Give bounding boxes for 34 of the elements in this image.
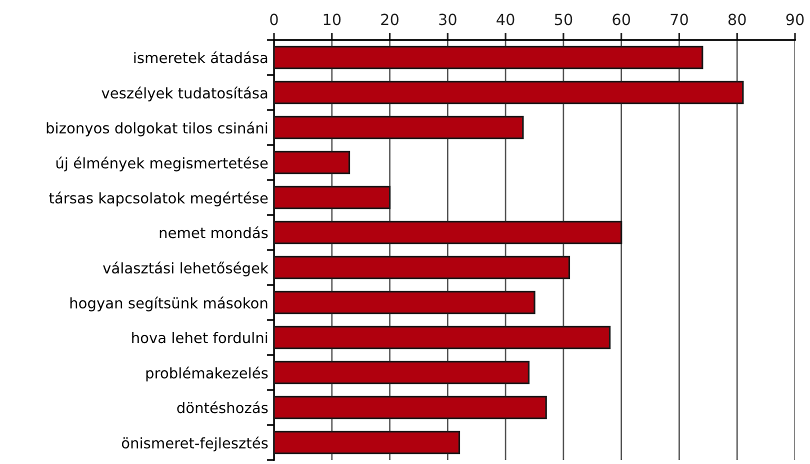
bar [274, 290, 536, 314]
bar [274, 186, 391, 210]
x-tick-label: 0 [270, 14, 278, 26]
bar [274, 46, 704, 70]
bar [274, 326, 611, 350]
y-tick-label: bizonyos dolgokat tilos csináni [46, 122, 268, 136]
x-tick-label: 50 [554, 14, 572, 26]
x-tick-label: 20 [381, 14, 398, 26]
bar [274, 116, 524, 140]
y-tick-label: választási lehetőségek [103, 262, 268, 276]
bar [274, 80, 744, 104]
x-tick-label: 30 [439, 14, 456, 26]
bar [274, 430, 460, 454]
bar [274, 360, 530, 384]
bar [274, 150, 350, 174]
bar [274, 220, 622, 244]
x-tick-label: 80 [728, 14, 746, 26]
y-tick-label: döntéshozás [177, 401, 268, 414]
bar [274, 396, 547, 420]
bar [274, 256, 570, 280]
y-tick-label: önismeret-fejlesztés [122, 436, 268, 452]
y-tick-label: ismeretek átadása [134, 51, 268, 64]
x-tick-label: 10 [324, 14, 341, 26]
y-tick-label: nemet mondás [160, 226, 268, 238]
x-tick-label: 40 [496, 14, 514, 26]
x-tick-label: 90 [786, 14, 804, 26]
y-tick-label: veszélyek tudatosítása [102, 86, 268, 102]
y-tick-label: problémakezelés [146, 366, 268, 382]
x-tick-label: 70 [670, 14, 688, 26]
y-tick-label: hogyan segítsünk másokon [70, 296, 268, 312]
y-tick-label: hova lehet fordulni [132, 332, 268, 344]
y-tick-label: új élmények megismertetése [56, 156, 268, 172]
x-tick-label: 60 [612, 14, 630, 26]
y-tick-label: társas kapcsolatok megértése [49, 192, 268, 206]
